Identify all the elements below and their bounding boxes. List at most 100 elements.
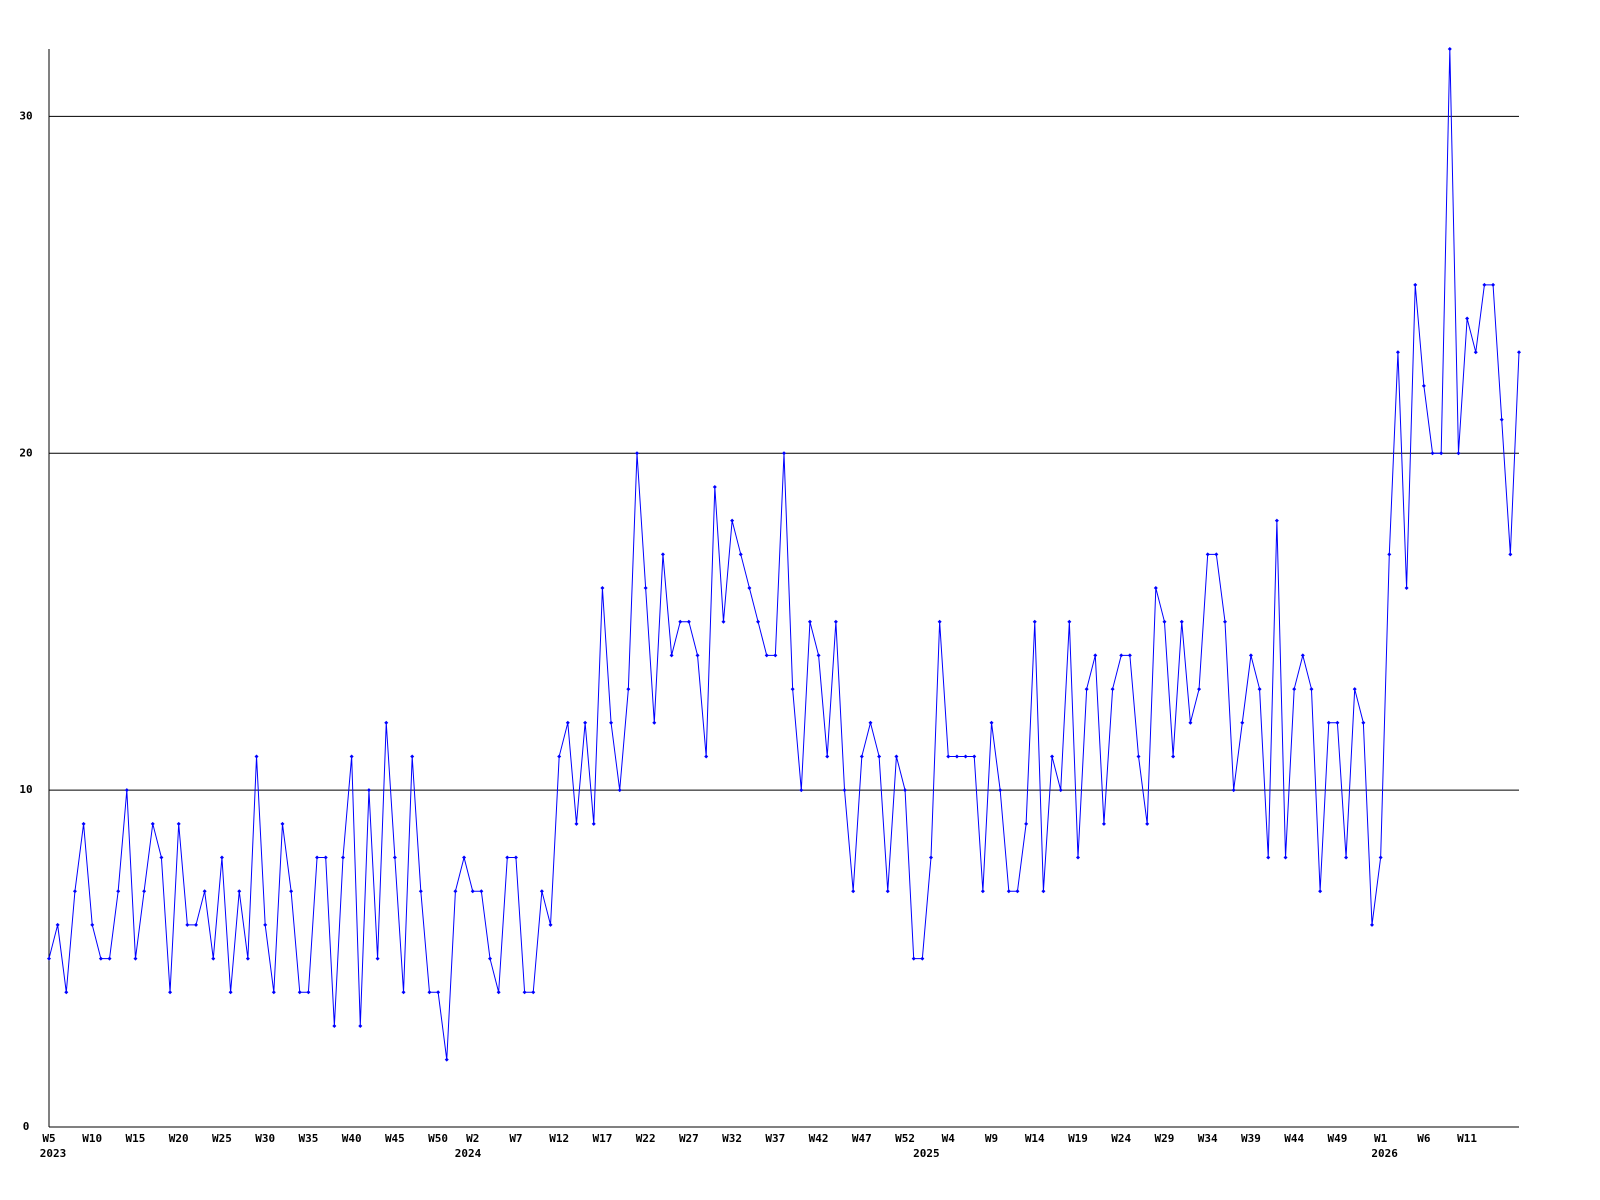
data-point — [1024, 821, 1029, 826]
data-point — [159, 855, 164, 860]
data-point — [1344, 855, 1349, 860]
data-point — [72, 889, 77, 894]
data-point — [859, 754, 864, 759]
data-point — [626, 687, 631, 692]
data-point — [1473, 350, 1478, 355]
data-point — [263, 922, 268, 927]
data-point — [289, 889, 294, 894]
data-point — [1430, 451, 1435, 456]
y-tick-label: 10 — [19, 783, 32, 796]
x-tick-label: W49 — [1327, 1132, 1347, 1145]
data-point — [712, 484, 717, 489]
x-tick-label: W37 — [765, 1132, 785, 1145]
data-point — [1456, 451, 1461, 456]
data-point — [903, 788, 908, 793]
data-point — [1050, 754, 1055, 759]
data-point — [1041, 889, 1046, 894]
x-tick-label: W14 — [1025, 1132, 1045, 1145]
data-point — [1127, 653, 1132, 658]
data-point — [150, 821, 155, 826]
x-tick-label: W12 — [549, 1132, 569, 1145]
data-point — [1465, 316, 1470, 321]
data-point — [548, 922, 553, 927]
data-point — [756, 619, 761, 624]
x-tick-label: W50 — [428, 1132, 448, 1145]
data-point — [271, 990, 276, 995]
data-point — [574, 821, 579, 826]
data-point — [1188, 720, 1193, 725]
data-point — [1326, 720, 1331, 725]
data-point — [1257, 687, 1262, 692]
data-point — [929, 855, 933, 860]
data-point — [1274, 518, 1279, 523]
data-point — [1162, 619, 1167, 624]
x-tick-label: W39 — [1241, 1132, 1261, 1145]
y-tick-label: 30 — [19, 109, 32, 122]
data-point — [868, 720, 873, 725]
data-point — [998, 788, 1003, 793]
data-point — [954, 754, 959, 759]
x-tick-label: W17 — [592, 1132, 612, 1145]
data-point — [436, 990, 441, 995]
data-point — [1370, 922, 1374, 927]
data-point — [669, 653, 674, 658]
data-point — [609, 720, 614, 725]
data-point — [1153, 586, 1158, 590]
data-point — [90, 922, 95, 927]
data-point — [1447, 47, 1452, 51]
data-point — [1421, 383, 1426, 388]
data-point — [885, 889, 890, 894]
data-point — [1101, 821, 1106, 826]
data-point — [470, 889, 475, 894]
data-point — [280, 821, 285, 826]
data-point — [116, 889, 121, 894]
x-tick-label: W40 — [342, 1132, 362, 1145]
data-point — [911, 956, 916, 961]
data-point — [98, 956, 103, 961]
data-point — [505, 855, 510, 860]
data-point — [1318, 889, 1323, 894]
data-point — [1491, 282, 1496, 287]
data-point — [1387, 552, 1392, 557]
data-point — [1352, 687, 1357, 692]
data-point — [237, 889, 242, 894]
data-point — [1240, 720, 1245, 725]
data-point — [1197, 687, 1202, 692]
data-point — [1067, 619, 1072, 624]
data-point — [1499, 417, 1504, 422]
data-point — [185, 922, 190, 927]
data-line — [48, 48, 1520, 1060]
data-point — [730, 518, 735, 523]
data-point — [920, 956, 925, 961]
data-point — [1395, 350, 1400, 355]
data-point — [1361, 720, 1366, 725]
data-point — [384, 720, 389, 725]
data-point — [1076, 855, 1080, 860]
data-point — [1145, 821, 1150, 826]
x-tick-label: W24 — [1111, 1132, 1131, 1145]
x-tick-label: W11 — [1457, 1132, 1477, 1145]
data-point — [194, 922, 198, 927]
data-point — [807, 619, 812, 624]
data-point — [1110, 687, 1115, 692]
data-point — [565, 720, 570, 725]
data-point — [1015, 889, 1020, 894]
data-point — [47, 956, 51, 961]
data-point — [1223, 619, 1227, 624]
data-point — [453, 889, 458, 894]
x-tick-label: W1 — [1374, 1132, 1388, 1145]
data-point — [1283, 855, 1288, 860]
data-point — [539, 889, 544, 894]
data-point — [375, 956, 380, 961]
data-point — [228, 990, 233, 995]
data-point — [142, 889, 147, 894]
x-tick-label: W10 — [82, 1132, 102, 1145]
data-point — [323, 855, 328, 860]
data-point — [245, 956, 250, 961]
data-point — [488, 956, 492, 961]
data-point — [315, 855, 320, 860]
data-point — [349, 754, 354, 759]
x-tick-label: W52 — [895, 1132, 915, 1145]
data-point — [418, 889, 423, 894]
x-tick-label: W34 — [1198, 1132, 1218, 1145]
